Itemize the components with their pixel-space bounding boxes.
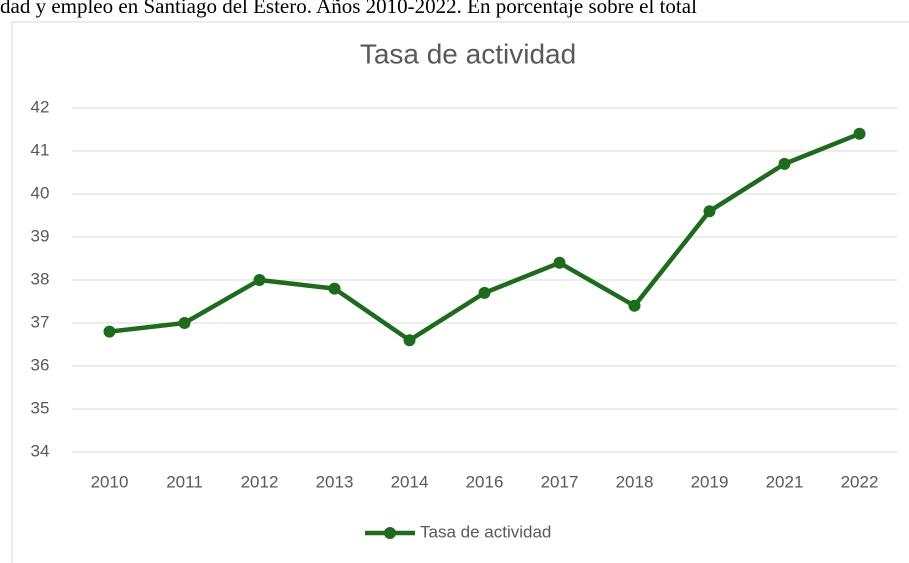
- y-tick-label: 40: [31, 183, 50, 202]
- x-tick-label: 2012: [241, 472, 279, 491]
- x-tick-label: 2021: [766, 472, 804, 491]
- data-point: [253, 274, 266, 286]
- data-point: [478, 286, 491, 299]
- y-tick-label: 41: [31, 140, 50, 159]
- y-tick-label: 35: [31, 398, 50, 417]
- chart-frame: [11, 21, 909, 563]
- data-point: [103, 325, 116, 338]
- x-tick-label: 2018: [616, 472, 654, 491]
- y-tick-label: 39: [31, 226, 50, 245]
- y-tick-label: 38: [31, 269, 50, 288]
- y-tick-label: 42: [31, 97, 50, 116]
- data-point: [853, 127, 866, 140]
- y-tick-label: 36: [31, 355, 50, 374]
- x-tick-label: 2011: [166, 472, 203, 491]
- caption: dad y empleo en Santiago del Estero. Año…: [0, 0, 697, 18]
- x-tick-label: 2019: [691, 472, 729, 491]
- x-tick-label: 2017: [541, 472, 579, 491]
- legend-marker: [384, 527, 396, 539]
- x-tick-label: 2013: [316, 472, 354, 491]
- data-point: [328, 282, 341, 295]
- data-point: [178, 317, 191, 329]
- x-tick-label: 2010: [91, 472, 129, 491]
- data-point: [628, 299, 641, 312]
- data-point: [703, 205, 716, 218]
- x-tick-label: 2022: [841, 472, 879, 491]
- y-tick-label: 34: [31, 441, 50, 460]
- y-tick-label: 37: [31, 312, 50, 331]
- x-tick-label: 2014: [391, 472, 429, 491]
- data-point: [403, 334, 416, 347]
- data-point: [778, 157, 791, 170]
- data-point: [553, 256, 566, 269]
- chart-title: Tasa de actividad: [360, 38, 576, 69]
- legend-label: Tasa de actividad: [420, 522, 551, 541]
- x-tick-label: 2016: [466, 472, 504, 491]
